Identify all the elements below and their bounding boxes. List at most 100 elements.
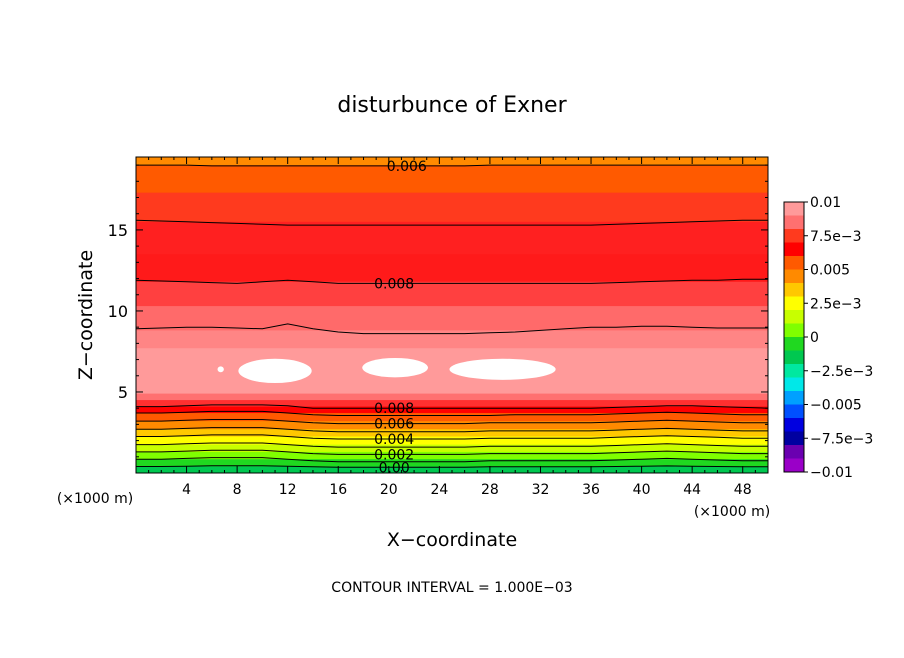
contour-band-2 (136, 192, 768, 223)
max-region-0 (217, 366, 224, 373)
contour-fill (136, 157, 768, 473)
colorbar-swatch-8 (784, 310, 804, 324)
colorbar-swatch-2 (784, 229, 804, 243)
colorbar-swatch-7 (784, 296, 804, 311)
colorbar-label-8: −0.01 (810, 465, 853, 481)
contour-band-6 (136, 306, 768, 331)
isoline-4 (136, 404, 768, 409)
isoline-8 (136, 434, 768, 440)
colorbar-label-5: −2.5e−3 (810, 364, 873, 380)
max-region-2 (362, 357, 428, 378)
contour-band-5 (136, 281, 768, 307)
colorbar-swatch-10 (784, 337, 804, 351)
colorbar-swatch-5 (784, 269, 804, 284)
x-tick-label-20: 20 (380, 482, 398, 498)
x-tick-label-32: 32 (532, 482, 550, 498)
colorbar-label-4: 0 (810, 330, 819, 346)
colorbar-label-0: 0.01 (810, 195, 841, 211)
y-axis: 5 10 15 (108, 164, 768, 458)
x-axis-label: X−coordinate (387, 529, 517, 551)
contour-band-16 (136, 444, 768, 453)
y-tick-label-15: 15 (108, 221, 128, 240)
colorbar-label-7: −7.5e−3 (810, 431, 873, 447)
isoline-5 (136, 410, 768, 416)
contour-band-4 (136, 254, 768, 283)
isoline-12 (136, 465, 768, 468)
contour-band-11 (136, 406, 768, 414)
x-tick-label-4: 4 (182, 482, 191, 498)
isoline-1 (136, 219, 768, 226)
colorbar-label-1: 7.5e−3 (810, 229, 862, 245)
isoline-label-10: 0.002 (374, 447, 414, 463)
contour-band-7 (136, 330, 768, 349)
y-tick-label-10: 10 (108, 302, 128, 321)
isoline-label-6: 0.006 (374, 417, 414, 433)
colorbar-label-3: 2.5e−3 (810, 296, 862, 312)
colorbar-swatch-15 (784, 404, 804, 419)
colorbar-swatch-4 (784, 256, 804, 270)
y-axis-label: Z−coordinate (75, 250, 97, 380)
isoline-9 (136, 442, 768, 448)
x-tick-label-24: 24 (430, 482, 448, 498)
contour-band-15 (136, 436, 768, 446)
contour-band-10 (136, 400, 768, 408)
contour-interval-note: CONTOUR INTERVAL = 1.000E−03 (331, 580, 572, 596)
max-region-blobs (217, 357, 556, 384)
colorbar-swatch-9 (784, 323, 804, 338)
isoline-10 (136, 449, 768, 455)
x-unit-left: (×1000 m) (57, 491, 133, 507)
x-tick-label-12: 12 (279, 482, 297, 498)
contour-band-9 (136, 393, 768, 401)
isoline-label-8: 0.004 (374, 432, 414, 448)
contour-band-17 (136, 451, 768, 460)
isoline-0 (136, 164, 768, 167)
contour-lines (136, 164, 768, 468)
contour-band-0 (136, 157, 768, 166)
isoline-7 (136, 427, 768, 433)
colorbar-swatch-19 (784, 458, 804, 473)
contour-band-13 (136, 421, 768, 430)
isoline-2 (136, 278, 768, 284)
isoline-label-2: 0.008 (374, 276, 414, 292)
isoline-label-0: 0.006 (387, 159, 427, 175)
colorbar-swatch-16 (784, 418, 804, 432)
isoline-label-4: 0.008 (374, 401, 414, 417)
colorbar: 0.01 7.5e−3 0.005 2.5e−3 0 −2.5e−3 −0.005 −7.5e… (783, 195, 873, 481)
max-region-1 (238, 358, 312, 384)
x-tick-label-40: 40 (633, 482, 651, 498)
colorbar-label-6: −0.005 (810, 398, 862, 414)
colorbar-label-2: 0.005 (810, 263, 850, 279)
isoline-6 (136, 419, 768, 425)
contour-band-3 (136, 221, 768, 255)
contour-band-18 (136, 459, 768, 468)
max-region-3 (449, 358, 556, 380)
colorbar-swatch-6 (784, 283, 804, 297)
x-tick-label-44: 44 (683, 482, 701, 498)
chart-title: disturbunce of Exner (337, 93, 567, 118)
isoline-3 (136, 323, 768, 335)
contour-band-19 (136, 466, 768, 473)
x-axis: 4 8 12 16 20 24 28 32 36 40 44 48 (148, 157, 756, 498)
x-unit-right: (×1000 m) (694, 504, 770, 520)
colorbar-swatch-1 (784, 215, 804, 230)
colorbar-swatch-0 (784, 202, 804, 216)
contour-band-14 (136, 429, 768, 438)
colorbar-swatch-3 (784, 242, 804, 257)
colorbar-swatch-17 (784, 431, 804, 446)
contour-band-12 (136, 413, 768, 422)
colorbar-swatch-13 (784, 377, 804, 392)
colorbar-swatch-12 (784, 364, 804, 378)
colorbar-swatch-18 (784, 445, 804, 459)
x-tick-label-48: 48 (734, 482, 752, 498)
x-tick-label-8: 8 (233, 482, 242, 498)
isoline-label-12: 0.00 (379, 460, 410, 476)
x-tick-label-36: 36 (582, 482, 600, 498)
isoline-11 (136, 457, 768, 463)
colorbar-swatch-14 (784, 391, 804, 405)
contour-band-1 (136, 165, 768, 194)
y-tick-label-5: 5 (118, 383, 128, 402)
x-tick-label-16: 16 (329, 482, 347, 498)
